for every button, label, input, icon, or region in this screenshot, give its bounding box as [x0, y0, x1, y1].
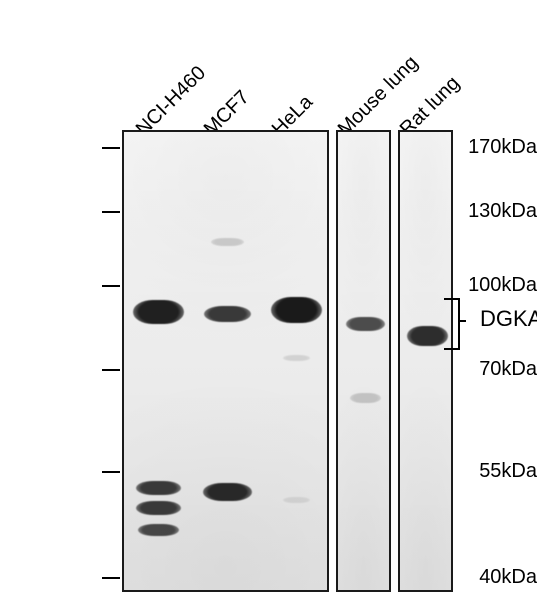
western-blot-figure: 170kDa130kDa100kDa70kDa55kDa40kDa NCI-H4…	[0, 0, 537, 608]
bracket-segment	[458, 320, 466, 322]
band	[204, 306, 251, 322]
band	[346, 317, 385, 331]
lane-shade	[262, 132, 329, 590]
band	[136, 501, 181, 515]
lane-shade	[400, 132, 453, 590]
mw-tick	[102, 147, 120, 149]
panel-mouse	[336, 130, 391, 592]
band	[283, 497, 311, 503]
mw-tick	[102, 211, 120, 213]
mw-tick	[102, 577, 120, 579]
panel-rat	[398, 130, 453, 592]
target-label: DGKA	[480, 306, 537, 332]
lane-shade	[338, 132, 391, 590]
band	[133, 300, 184, 324]
bracket-segment	[444, 298, 458, 300]
band	[211, 238, 244, 246]
band	[283, 355, 311, 361]
band	[350, 393, 381, 403]
band	[271, 297, 323, 323]
band	[203, 483, 253, 501]
mw-tick	[102, 471, 120, 473]
band	[136, 481, 180, 495]
bracket-segment	[458, 298, 460, 350]
band	[138, 524, 179, 536]
panel-cells	[122, 130, 329, 592]
mw-tick	[102, 285, 120, 287]
lane-shade	[124, 132, 193, 590]
bracket-segment	[444, 348, 458, 350]
mw-tick	[102, 369, 120, 371]
band	[407, 326, 447, 346]
lane-shade	[193, 132, 262, 590]
